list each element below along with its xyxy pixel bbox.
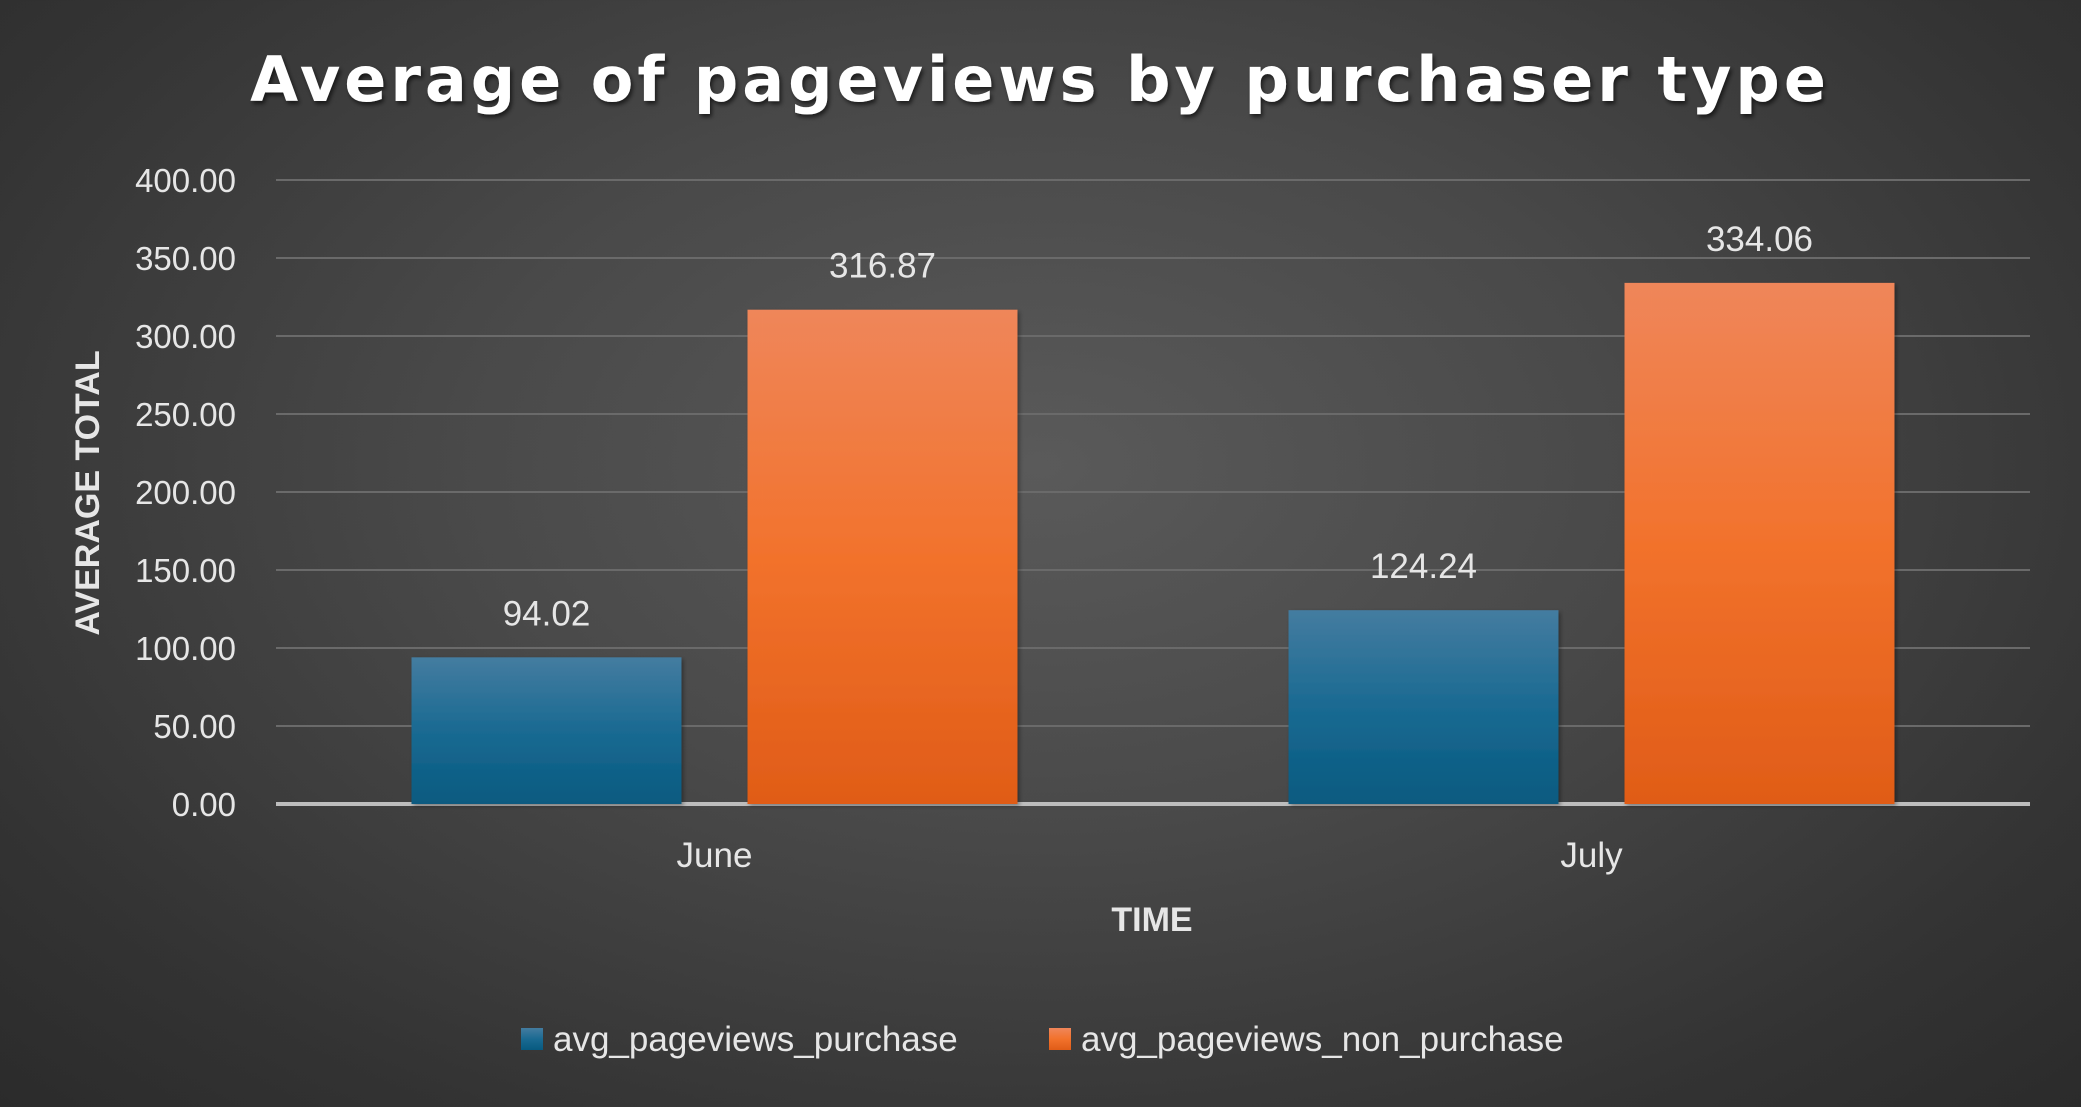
bar-avg_pageviews_non_purchase-june [747, 309, 1018, 804]
bar-avg_pageviews_purchase-june [411, 657, 682, 804]
legend: avg_pageviews_purchase avg_pageviews_non_… [521, 1020, 1564, 1059]
y-tick-label: 400.00 [135, 162, 236, 199]
legend-swatch-avg_pageviews_purchase [521, 1028, 543, 1050]
y-tick-label: 250.00 [135, 396, 236, 433]
y-tick-label: 150.00 [135, 552, 236, 589]
y-tick-label: 300.00 [135, 318, 236, 355]
x-tick-label: July [1560, 836, 1623, 875]
y-tick-label: 50.00 [153, 708, 236, 745]
x-axis-tick-labels: June July [677, 836, 1624, 875]
data-labels: 94.02 316.87 124.24 334.06 [503, 220, 1813, 633]
y-axis-tick-labels: 0.00 50.00 100.00 150.00 200.00 250.00 300.00 3… [135, 162, 236, 823]
legend-swatch-avg_pageviews_non_purchase [1049, 1028, 1071, 1050]
legend-label: avg_pageviews_purchase [553, 1020, 958, 1059]
data-label: 334.06 [1706, 220, 1813, 259]
bars [411, 282, 1895, 804]
y-tick-label: 100.00 [135, 630, 236, 667]
y-tick-label: 350.00 [135, 240, 236, 277]
data-label: 124.24 [1370, 547, 1477, 586]
chart-title: Average of pageviews by purchaser type [250, 43, 1830, 116]
y-tick-label: 200.00 [135, 474, 236, 511]
bar-avg_pageviews_non_purchase-july [1624, 282, 1895, 804]
legend-label: avg_pageviews_non_purchase [1081, 1020, 1564, 1059]
data-label: 94.02 [503, 594, 591, 633]
y-axis-title: AVERAGE TOTAL [69, 350, 107, 635]
bar-avg_pageviews_purchase-july [1288, 610, 1559, 804]
x-axis-title: TIME [1111, 901, 1192, 939]
data-label: 316.87 [829, 247, 936, 286]
x-tick-label: June [677, 836, 753, 875]
y-tick-label: 0.00 [172, 786, 236, 823]
